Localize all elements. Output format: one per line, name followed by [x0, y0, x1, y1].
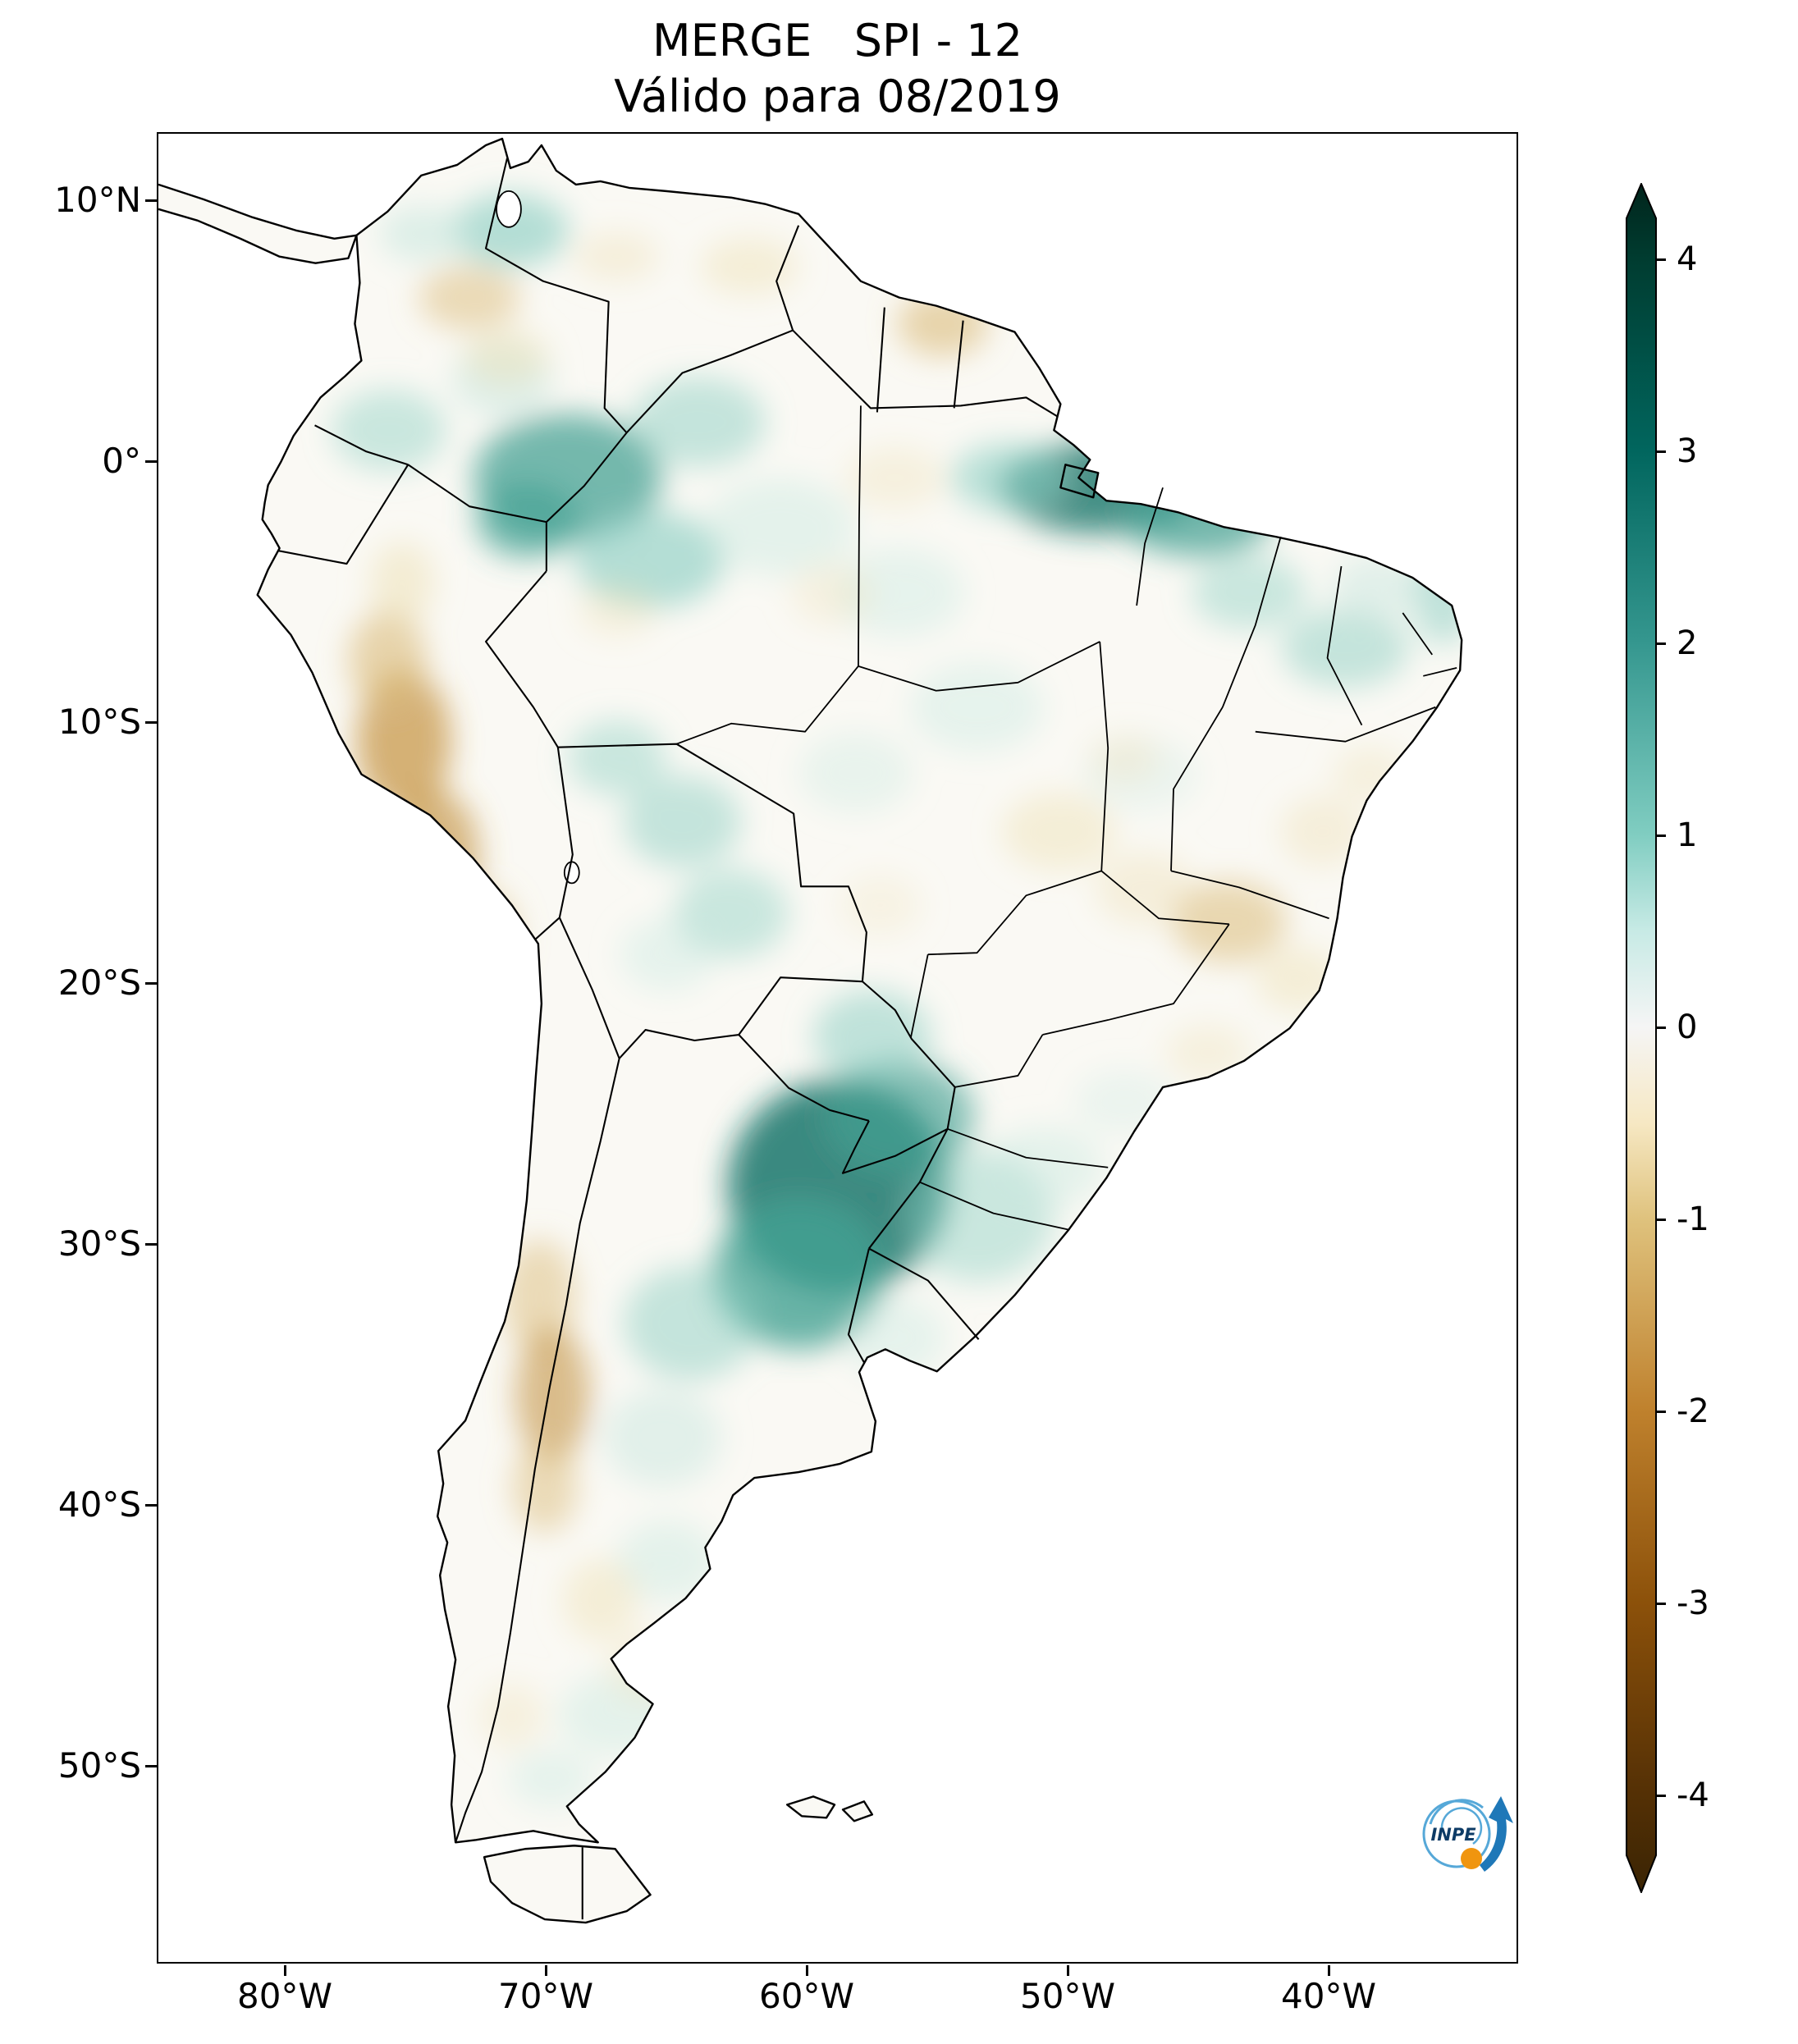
- colorbar-tick-label: -2: [1677, 1392, 1709, 1430]
- x-tick-mark: [806, 1965, 808, 1976]
- x-tick-mark: [1328, 1965, 1330, 1976]
- inpe-arrow-icon: [1480, 1796, 1513, 1872]
- figure-title: MERGE SPI - 12: [652, 15, 1023, 66]
- y-tick-mark: [145, 721, 157, 724]
- x-tick-mark: [545, 1965, 547, 1976]
- x-tick-label: 80°W: [237, 1976, 332, 2016]
- inpe-orange-dot: [1461, 1848, 1482, 1869]
- inpe-swirl-arc: [1429, 1799, 1484, 1825]
- x-tick-label: 40°W: [1281, 1976, 1376, 2016]
- colorbar-tick-mark: [1657, 835, 1666, 837]
- south-america-map: [158, 137, 1463, 1924]
- x-tick-label: 60°W: [759, 1976, 854, 2016]
- colorbar-tick-label: 1: [1677, 816, 1698, 854]
- state-borders: [676, 405, 1457, 1231]
- y-tick-mark: [145, 1243, 157, 1246]
- colorbar-tick-label: -4: [1677, 1776, 1709, 1814]
- colorbar-tick-label: -3: [1677, 1584, 1709, 1622]
- coastline: [158, 137, 1463, 1924]
- inpe-logo-graphic: INPE: [1422, 1796, 1513, 1872]
- x-tick-label: 50°W: [1020, 1976, 1115, 2016]
- inpe-logo-text: INPE: [1430, 1825, 1476, 1845]
- y-tick-label: 40°S: [57, 1484, 141, 1525]
- colorbar-tick-label: 4: [1677, 240, 1698, 278]
- colorbar-tick-mark: [1657, 1603, 1666, 1605]
- y-tick-label: 0°: [102, 441, 141, 481]
- colorbar-tick-mark: [1657, 642, 1666, 645]
- colorbar-tick-mark: [1657, 1027, 1666, 1029]
- lakes: [496, 190, 580, 885]
- colorbar-tick-mark: [1657, 1411, 1666, 1413]
- colorbar-tick-label: 0: [1677, 1008, 1698, 1046]
- colorbar-tick-label: 2: [1677, 624, 1698, 662]
- y-tick-label: 10°S: [57, 702, 141, 742]
- y-tick-mark: [145, 982, 157, 985]
- colorbar-tick-label: 3: [1677, 432, 1698, 470]
- y-tick-mark: [145, 1504, 157, 1507]
- colorbar-tick-label: -1: [1677, 1200, 1709, 1238]
- figure-subtitle: Válido para 08/2019: [614, 71, 1061, 122]
- y-tick-mark: [145, 1765, 157, 1767]
- colorbar-tick-mark: [1657, 1219, 1666, 1221]
- x-tick-mark: [1067, 1965, 1069, 1976]
- x-tick-label: 70°W: [498, 1976, 593, 2016]
- inpe-logo: INPE: [1417, 1790, 1524, 1882]
- y-tick-label: 30°S: [57, 1223, 141, 1264]
- inpe-swirl-arc-inner: [1440, 1807, 1483, 1845]
- y-tick-label: 10°N: [54, 180, 141, 220]
- figure-title-block: MERGE SPI - 12 Válido para 08/2019: [157, 13, 1518, 125]
- map-frame: INPE: [157, 132, 1518, 1964]
- y-tick-label: 20°S: [57, 963, 141, 1003]
- colorbar-gradient: [1626, 183, 1657, 1893]
- y-tick-label: 50°S: [57, 1745, 141, 1786]
- y-tick-mark: [145, 460, 157, 463]
- colorbar-tick-mark: [1657, 450, 1666, 453]
- colorbar-tick-mark: [1657, 258, 1666, 261]
- colorbar-tick-mark: [1657, 1795, 1666, 1797]
- spi-field: [158, 138, 1462, 1923]
- y-tick-mark: [145, 199, 157, 202]
- x-tick-mark: [284, 1965, 286, 1976]
- colorbar: [1626, 183, 1657, 1893]
